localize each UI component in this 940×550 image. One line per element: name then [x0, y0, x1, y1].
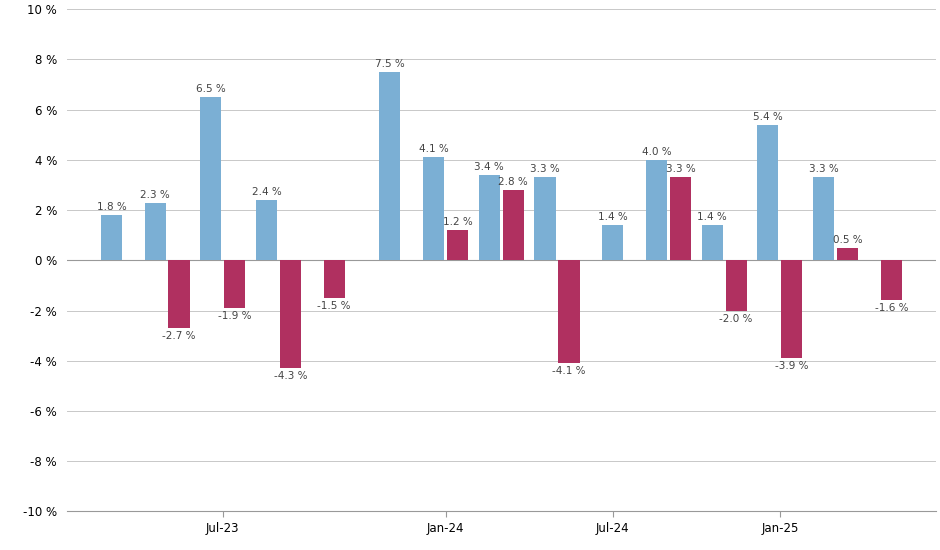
Text: 4.1 %: 4.1 % [418, 144, 448, 155]
Bar [280, 260, 301, 368]
Text: 2.8 %: 2.8 % [498, 177, 528, 187]
Text: 1.4 %: 1.4 % [697, 212, 727, 222]
Text: -1.6 %: -1.6 % [874, 304, 908, 313]
Bar [478, 175, 500, 260]
Text: 0.5 %: 0.5 % [833, 235, 862, 245]
Bar [670, 178, 691, 260]
Bar [145, 202, 165, 260]
Text: -4.3 %: -4.3 % [274, 371, 307, 381]
Text: -2.7 %: -2.7 % [163, 331, 196, 341]
Bar [726, 260, 746, 311]
Bar [256, 200, 277, 260]
Bar [503, 190, 524, 260]
Text: 6.5 %: 6.5 % [196, 84, 226, 94]
Bar [101, 215, 122, 260]
Bar [558, 260, 580, 363]
Bar [758, 125, 778, 260]
Text: 3.3 %: 3.3 % [666, 164, 696, 174]
Bar [646, 160, 667, 260]
Text: 2.3 %: 2.3 % [140, 190, 170, 200]
Text: 3.3 %: 3.3 % [530, 164, 560, 174]
Text: -1.5 %: -1.5 % [318, 301, 351, 311]
Text: 3.4 %: 3.4 % [475, 162, 504, 172]
Text: 2.4 %: 2.4 % [252, 187, 281, 197]
Text: 5.4 %: 5.4 % [753, 112, 783, 122]
Text: 3.3 %: 3.3 % [808, 164, 838, 174]
Bar [423, 157, 445, 260]
Text: -4.1 %: -4.1 % [553, 366, 586, 376]
Bar [837, 248, 858, 260]
Text: -2.0 %: -2.0 % [719, 314, 753, 323]
Bar [447, 230, 468, 260]
Text: 1.2 %: 1.2 % [443, 217, 473, 227]
Bar [224, 260, 245, 308]
Text: -3.9 %: -3.9 % [776, 361, 808, 371]
Text: 7.5 %: 7.5 % [375, 59, 405, 69]
Bar [813, 178, 834, 260]
Bar [701, 225, 723, 260]
Bar [603, 225, 623, 260]
Bar [881, 260, 901, 300]
Bar [200, 97, 222, 260]
Bar [781, 260, 803, 358]
Bar [380, 72, 400, 260]
Bar [535, 178, 556, 260]
Text: 1.4 %: 1.4 % [598, 212, 628, 222]
Bar [168, 260, 190, 328]
Text: 4.0 %: 4.0 % [642, 147, 671, 157]
Text: 1.8 %: 1.8 % [97, 202, 126, 212]
Bar [323, 260, 345, 298]
Text: -1.9 %: -1.9 % [218, 311, 252, 321]
